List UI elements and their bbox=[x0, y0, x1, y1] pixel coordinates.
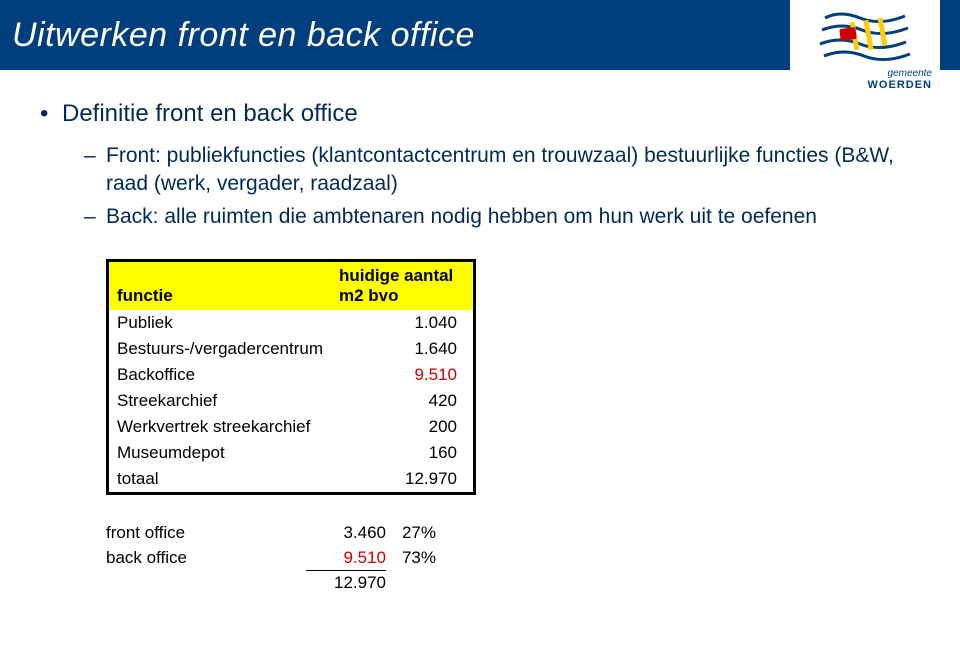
logo-city: WOERDEN bbox=[868, 79, 932, 91]
table-cell-label: Werkvertrek streekarchief bbox=[108, 414, 331, 440]
table-cell-value: 160 bbox=[331, 440, 475, 466]
summary-back-pct: 73% bbox=[386, 546, 436, 571]
sub-item-front: Front: publiekfuncties (klantcontactcent… bbox=[40, 142, 920, 199]
page-title: Uitwerken front en back office bbox=[12, 16, 475, 55]
table-cell-value: 9.510 bbox=[331, 362, 475, 388]
summary-back-label: back office bbox=[106, 546, 306, 571]
summary-front-row: front office 3.460 27% bbox=[106, 521, 920, 546]
table-total-value: 12.970 bbox=[331, 466, 475, 494]
summary-total-row: 12.970 bbox=[106, 571, 920, 596]
table-cell-label: Backoffice bbox=[108, 362, 331, 388]
table-cell-label: Streekarchief bbox=[108, 388, 331, 414]
summary-back-value: 9.510 bbox=[306, 546, 386, 572]
table-cell-label: Bestuurs-/vergadercentrum bbox=[108, 336, 331, 362]
table-cell-value: 420 bbox=[331, 388, 475, 414]
woerden-logo-icon bbox=[810, 8, 920, 63]
table-row: Streekarchief420 bbox=[108, 388, 475, 414]
table-row: Werkvertrek streekarchief200 bbox=[108, 414, 475, 440]
table-cell-label: Publiek bbox=[108, 310, 331, 336]
summary-total-value: 12.970 bbox=[306, 571, 386, 596]
table-total-row: totaal12.970 bbox=[108, 466, 475, 494]
summary-back-row: back office 9.510 73% bbox=[106, 546, 920, 572]
table-cell-label: Museumdepot bbox=[108, 440, 331, 466]
table-row: Museumdepot160 bbox=[108, 440, 475, 466]
summary-front-label: front office bbox=[106, 521, 306, 546]
col-header-m2: huidige aantal m2 bvo bbox=[331, 261, 475, 311]
table-header-row: functie huidige aantal m2 bvo bbox=[108, 261, 475, 311]
table-row: Backoffice9.510 bbox=[108, 362, 475, 388]
table-cell-value: 1.640 bbox=[331, 336, 475, 362]
table-total-label: totaal bbox=[108, 466, 331, 494]
logo-label: gemeente WOERDEN bbox=[790, 67, 940, 91]
summary-front-value: 3.460 bbox=[306, 521, 386, 546]
col-header-functie: functie bbox=[108, 261, 331, 311]
logo-block: gemeente WOERDEN bbox=[790, 0, 940, 100]
summary-front-pct: 27% bbox=[386, 521, 436, 546]
content-area: Definitie front en back office Front: pu… bbox=[40, 100, 920, 596]
bullet-heading: Definitie front en back office bbox=[40, 100, 920, 128]
table-cell-value: 200 bbox=[331, 414, 475, 440]
functie-table: functie huidige aantal m2 bvo Publiek1.0… bbox=[106, 259, 476, 495]
sub-item-back: Back: alle ruimten die ambtenaren nodig … bbox=[40, 203, 920, 231]
table-row: Bestuurs-/vergadercentrum1.640 bbox=[108, 336, 475, 362]
table-row: Publiek1.040 bbox=[108, 310, 475, 336]
table-cell-value: 1.040 bbox=[331, 310, 475, 336]
logo-gemeente: gemeente bbox=[888, 68, 932, 79]
summary-block: front office 3.460 27% back office 9.510… bbox=[106, 521, 920, 596]
table-wrap: functie huidige aantal m2 bvo Publiek1.0… bbox=[106, 259, 476, 495]
